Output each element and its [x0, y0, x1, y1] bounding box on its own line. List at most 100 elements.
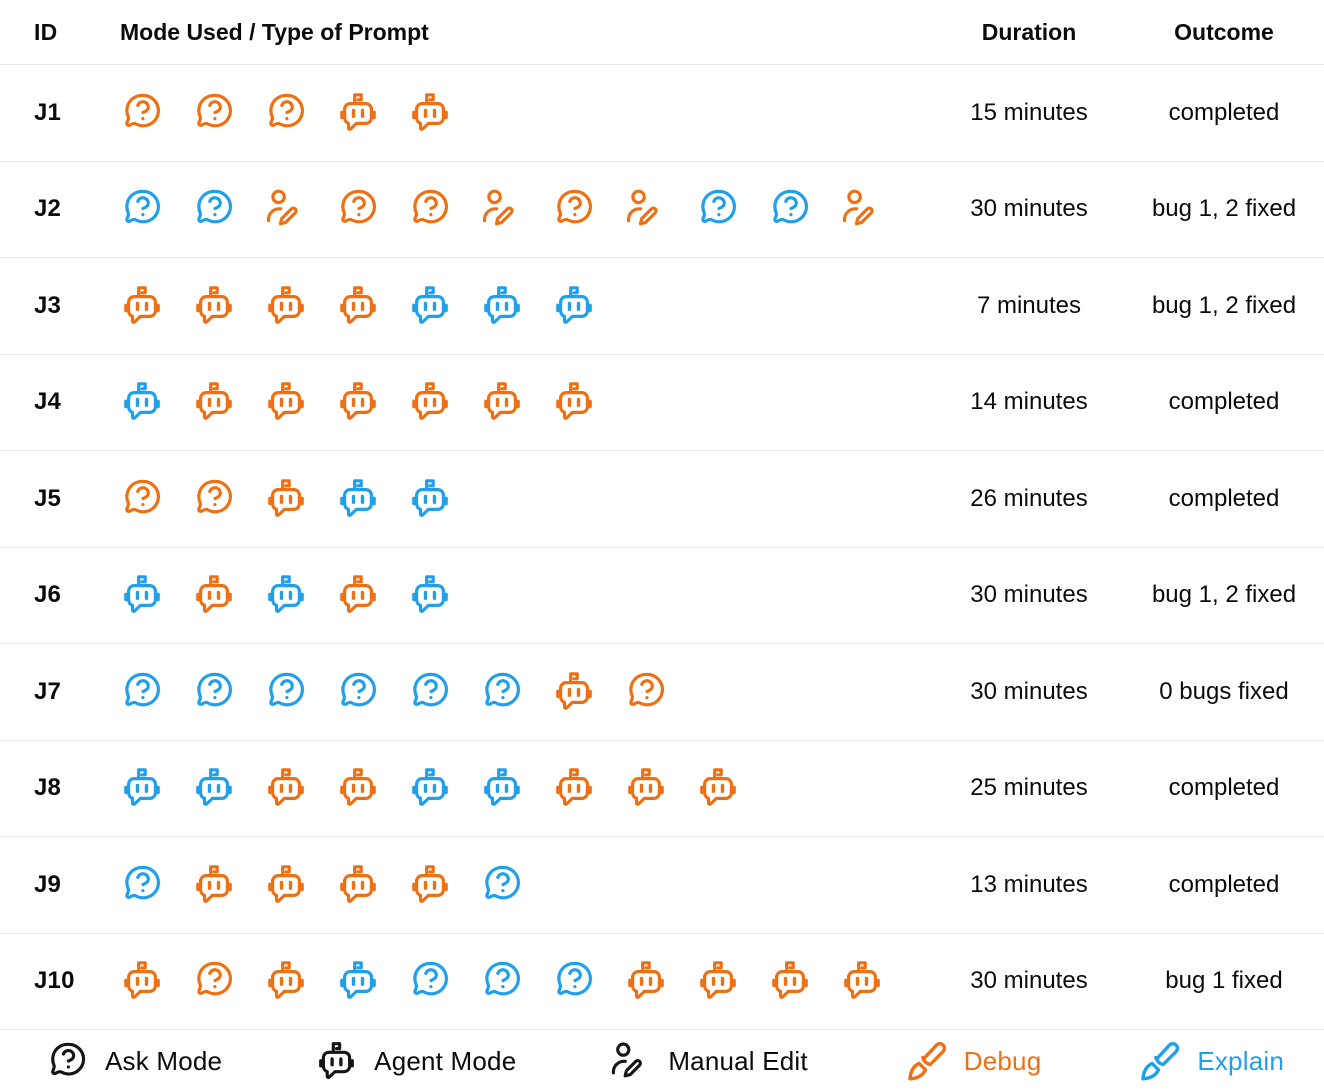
agent-mode-icon — [840, 959, 884, 1003]
agent-mode-icon — [408, 573, 452, 617]
mode-sequence — [120, 670, 934, 714]
ask-mode-icon — [120, 863, 164, 907]
ask-mode-icon — [480, 670, 524, 714]
agent-mode-icon — [120, 380, 164, 424]
table-row: J10 — [0, 932, 1324, 1030]
mode-sequence — [120, 380, 934, 424]
column-header-outcome: Outcome — [1174, 18, 1274, 45]
table-row: J7 30 minutes 0 bugs fixed — [0, 643, 1324, 740]
table-row: J5 26 minutes completed — [0, 450, 1324, 547]
duration-value: 7 minutes — [976, 291, 1082, 319]
mode-sequence — [120, 284, 934, 328]
agent-mode-icon — [264, 766, 308, 810]
agent-mode-icon — [552, 380, 596, 424]
ask-mode-icon — [264, 91, 308, 135]
ask-mode-icon — [408, 670, 452, 714]
legend-label: Explain — [1197, 1045, 1284, 1076]
agent-mode-icon — [264, 959, 308, 1003]
agent-mode-icon — [315, 1040, 358, 1083]
agent-mode-icon — [192, 284, 236, 328]
table-row: J4 14 minutes completed — [0, 353, 1324, 451]
ask-mode-icon — [408, 959, 452, 1003]
manual-edit-icon — [609, 1040, 652, 1083]
manual-edit-icon — [264, 187, 308, 231]
session-id: J4 — [34, 388, 62, 416]
ask-mode-icon — [120, 91, 164, 135]
outcome-value: completed — [1168, 774, 1280, 802]
session-id: J10 — [34, 967, 75, 995]
outcome-value: completed — [1168, 870, 1280, 898]
table-row: J1 15 minutes completed — [0, 64, 1324, 161]
outcome-value: bug 1, 2 fixed — [1151, 291, 1297, 319]
ask-mode-icon — [336, 187, 380, 231]
ask-mode-icon — [408, 187, 452, 231]
duration-value: 13 minutes — [970, 870, 1088, 898]
session-id: J9 — [34, 870, 62, 898]
session-id: J5 — [34, 484, 62, 512]
mode-sequence — [120, 573, 934, 617]
agent-mode-icon — [336, 91, 380, 135]
duration-value: 25 minutes — [970, 774, 1088, 802]
agent-mode-icon — [120, 284, 164, 328]
outcome-value: bug 1, 2 fixed — [1151, 195, 1297, 223]
agent-mode-icon — [336, 766, 380, 810]
duration-value: 30 minutes — [970, 195, 1088, 223]
agent-mode-icon — [480, 766, 524, 810]
outcome-value: completed — [1168, 98, 1280, 126]
mode-sequence — [120, 959, 934, 1003]
agent-mode-icon — [192, 380, 236, 424]
ask-mode-icon — [192, 959, 236, 1003]
legend-item-explain: Explain — [1134, 1038, 1284, 1085]
agent-mode-icon — [336, 284, 380, 328]
ask-mode-icon — [624, 670, 668, 714]
explain-brush-icon — [1134, 1038, 1181, 1085]
agent-mode-icon — [264, 863, 308, 907]
session-id: J2 — [34, 195, 62, 223]
legend-item-manual-edit: Manual Edit — [609, 1040, 808, 1083]
mode-sequence — [120, 187, 934, 231]
agent-mode-icon — [192, 863, 236, 907]
agent-mode-icon — [624, 959, 668, 1003]
duration-value: 14 minutes — [970, 388, 1088, 416]
table-body: J1 15 minutes completed J2 — [0, 64, 1324, 1029]
ask-mode-icon — [120, 477, 164, 521]
ask-mode-icon — [696, 187, 740, 231]
debug-brush-icon — [901, 1038, 948, 1085]
duration-value: 30 minutes — [970, 581, 1088, 609]
agent-mode-icon — [192, 766, 236, 810]
agent-mode-icon — [552, 766, 596, 810]
legend-item-agent-mode: Agent Mode — [315, 1040, 516, 1083]
column-header-id: ID — [34, 18, 58, 45]
agent-mode-icon — [480, 380, 524, 424]
agent-mode-icon — [120, 573, 164, 617]
session-id: J7 — [34, 677, 62, 705]
agent-mode-icon — [336, 863, 380, 907]
session-id: J3 — [34, 291, 62, 319]
column-header-mode: Mode Used / Type of Prompt — [120, 18, 429, 45]
outcome-value: completed — [1168, 388, 1280, 416]
outcome-value: bug 1, 2 fixed — [1151, 581, 1297, 609]
ask-mode-icon — [768, 187, 812, 231]
agent-mode-icon — [408, 380, 452, 424]
outcome-value: completed — [1168, 484, 1280, 512]
table-row: J8 25 minutes complete — [0, 739, 1324, 837]
table-row: J3 7 minutes bug 1, 2 fixed — [0, 257, 1324, 354]
agent-mode-icon — [264, 380, 308, 424]
agent-mode-icon — [336, 959, 380, 1003]
ask-mode-icon — [192, 477, 236, 521]
ask-mode-icon — [264, 670, 308, 714]
mode-sequence — [120, 863, 934, 907]
agent-mode-icon — [624, 766, 668, 810]
agent-mode-icon — [120, 959, 164, 1003]
duration-value: 15 minutes — [970, 98, 1088, 126]
duration-value: 26 minutes — [970, 484, 1088, 512]
manual-edit-icon — [480, 187, 524, 231]
legend-label: Agent Mode — [374, 1045, 517, 1076]
agent-mode-icon — [408, 766, 452, 810]
agent-mode-icon — [480, 284, 524, 328]
manual-edit-icon — [624, 187, 668, 231]
agent-mode-icon — [696, 766, 740, 810]
session-id: J1 — [34, 98, 62, 126]
agent-mode-icon — [336, 573, 380, 617]
agent-mode-icon — [264, 284, 308, 328]
